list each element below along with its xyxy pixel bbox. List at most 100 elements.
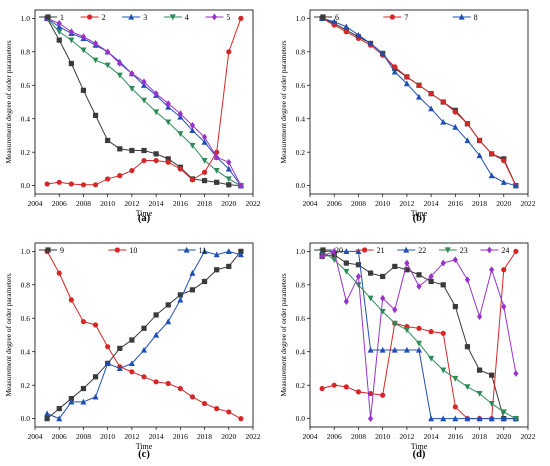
data-point: [440, 259, 446, 267]
series-20: [319, 252, 519, 422]
data-point: [392, 263, 398, 270]
data-point: [165, 156, 171, 162]
x-tick-label: 2004: [303, 432, 318, 441]
data-point: [380, 294, 386, 302]
data-point: [104, 62, 111, 69]
data-point: [319, 385, 325, 392]
data-point: [201, 133, 208, 141]
data-point: [225, 176, 232, 183]
data-point: [165, 159, 171, 165]
y-tick-label: 0.0: [296, 181, 306, 190]
series-7: [319, 15, 519, 189]
data-point: [214, 179, 220, 185]
data-point: [68, 60, 74, 67]
data-point: [56, 406, 62, 412]
series-10: [44, 248, 244, 422]
data-point: [392, 306, 398, 314]
data-point: [343, 298, 349, 305]
data-point: [153, 151, 159, 157]
data-point: [476, 313, 483, 320]
legend-item: 2: [80, 13, 106, 22]
data-point: [380, 273, 386, 280]
y-tick-label: 1.0: [296, 247, 306, 256]
x-tick-label: 2004: [28, 199, 43, 208]
data-point: [391, 320, 398, 327]
y-tick-label: 0.4: [21, 347, 31, 356]
data-point: [367, 295, 374, 302]
x-tick-label: 2010: [100, 199, 115, 208]
x-tick-label: 2004: [28, 432, 43, 441]
y-tick-label: 0.2: [296, 381, 306, 390]
legend-marker: [320, 14, 326, 20]
data-point: [355, 262, 362, 268]
data-point: [452, 256, 458, 264]
plot-frame: [34, 242, 254, 428]
data-point: [128, 86, 135, 92]
data-point: [226, 158, 232, 166]
data-point: [428, 91, 434, 97]
legend-marker: [362, 247, 368, 253]
data-point: [476, 137, 483, 144]
data-point: [201, 138, 208, 145]
data-point: [116, 72, 123, 79]
data-point: [141, 374, 147, 380]
data-point: [201, 169, 208, 175]
data-point: [141, 157, 147, 164]
plot-frame: [309, 242, 529, 428]
legend-item: 6: [314, 13, 339, 22]
data-point: [177, 110, 183, 118]
data-point: [367, 390, 374, 397]
data-point: [440, 330, 446, 336]
data-point: [104, 360, 111, 367]
x-tick-label: 2020: [221, 199, 236, 208]
data-point: [513, 370, 519, 377]
series-line: [46, 251, 242, 420]
y-tick-label: 0.6: [296, 81, 306, 90]
x-tick-label: 2016: [448, 432, 463, 441]
data-point: [214, 267, 220, 273]
x-tick-label: 2018: [472, 432, 487, 441]
data-point: [464, 137, 471, 144]
x-tick-label: 2008: [76, 432, 91, 441]
data-point: [117, 60, 123, 67]
legend-label: 22: [418, 246, 426, 255]
y-axis-label: Measurement degree of order parameters: [279, 40, 288, 163]
data-point: [189, 394, 196, 400]
data-point: [189, 269, 196, 276]
series-6: [319, 15, 519, 189]
data-point: [367, 346, 374, 353]
data-point: [80, 87, 87, 93]
legend-marker: [458, 13, 465, 20]
data-point: [501, 157, 507, 164]
data-point: [343, 29, 349, 35]
x-tick-label: 2016: [448, 199, 463, 208]
legend-marker: [87, 14, 93, 20]
series-line: [321, 17, 517, 186]
legend-label: 9: [60, 246, 64, 255]
legend-label: 7: [404, 13, 408, 22]
data-point: [238, 182, 244, 190]
data-point: [201, 157, 208, 164]
y-axis-label: Measurement degree of order parameters: [4, 273, 13, 396]
data-point: [129, 70, 135, 77]
chart-panel: 2004 2006 2008 2010 2012 2014 2016 2018 2020 2022…: [279, 9, 536, 224]
plot-frame: [309, 9, 529, 195]
legend-label: 5: [226, 13, 230, 22]
data-point: [165, 380, 171, 387]
legend-label: 10: [129, 246, 137, 255]
data-point: [500, 409, 507, 416]
x-tick-label: 2022: [521, 432, 536, 441]
data-point: [367, 415, 374, 423]
series-2: [44, 15, 244, 188]
data-point: [165, 119, 172, 126]
data-point: [128, 360, 135, 367]
data-point: [416, 340, 422, 347]
data-point: [489, 372, 495, 378]
data-point: [452, 123, 459, 130]
data-point: [92, 374, 99, 380]
data-point: [189, 127, 196, 134]
data-point: [141, 147, 147, 154]
x-tick-label: 2008: [76, 199, 91, 208]
data-point: [513, 248, 519, 254]
data-point: [56, 37, 62, 43]
